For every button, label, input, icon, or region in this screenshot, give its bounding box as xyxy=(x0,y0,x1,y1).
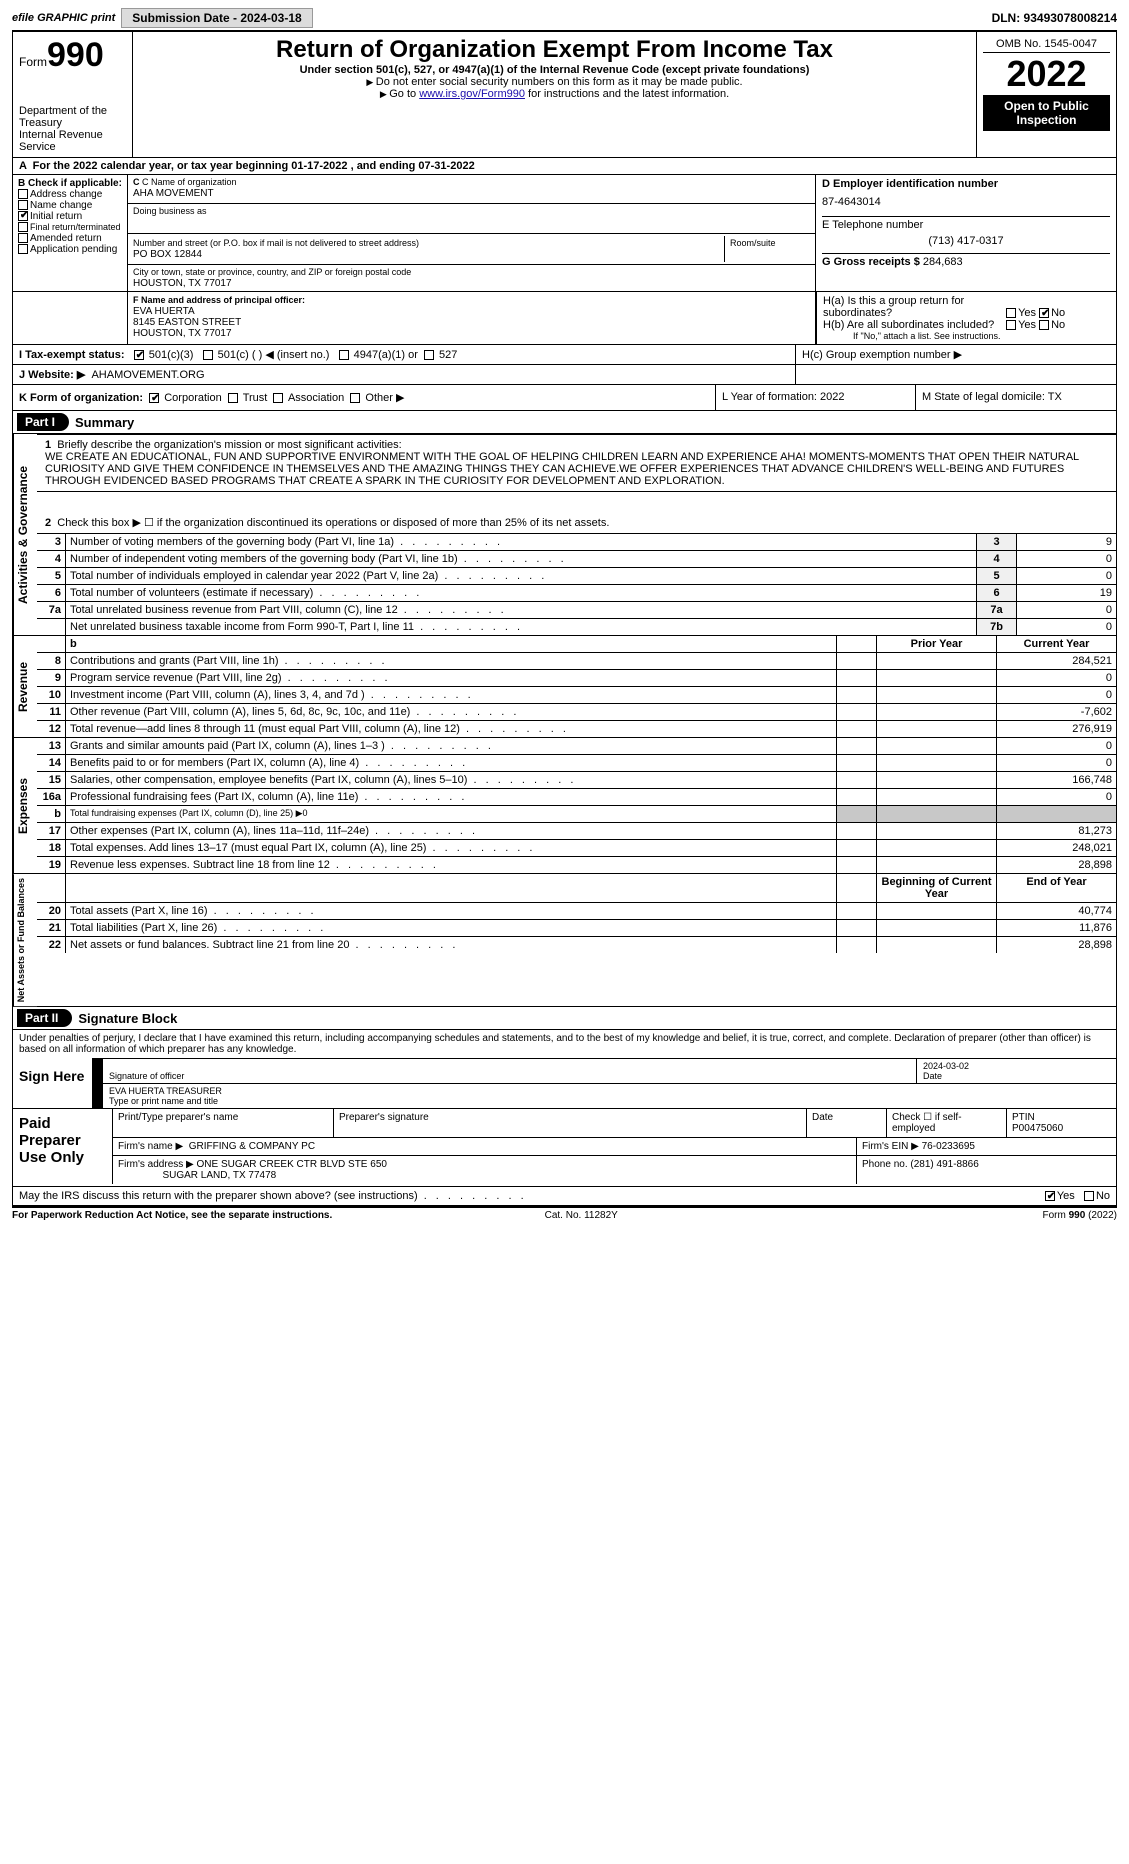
mission-text: WE CREATE AN EDUCATIONAL, FUN AND SUPPOR… xyxy=(45,451,1079,487)
ein: 87-4643014 xyxy=(822,190,1110,214)
year-formation: L Year of formation: 2022 xyxy=(716,385,916,410)
corp-checkbox[interactable] xyxy=(149,393,159,403)
dept-treasury: Department of the Treasury xyxy=(19,105,126,129)
part2-tag: Part II xyxy=(17,1009,72,1027)
gross-receipts: 284,683 xyxy=(923,256,963,268)
firm-ein: 76-0233695 xyxy=(922,1141,975,1152)
dln: DLN: 93493078008214 xyxy=(992,11,1117,25)
discuss-yes[interactable] xyxy=(1045,1191,1055,1201)
officer-name: EVA HUERTA xyxy=(133,306,195,317)
org-city: HOUSTON, TX 77017 xyxy=(133,278,232,289)
cat-no: Cat. No. 11282Y xyxy=(545,1210,618,1221)
vlabel-revenue: Revenue xyxy=(13,636,37,737)
tax-year: 2022 xyxy=(983,53,1110,95)
omb: OMB No. 1545-0047 xyxy=(983,36,1110,53)
initial-return-checkbox[interactable] xyxy=(18,211,28,221)
open-inspection: Open to Public Inspection xyxy=(983,95,1110,131)
form-header: Form990 Department of the Treasury Inter… xyxy=(12,32,1117,158)
form-number: Form990 xyxy=(19,36,126,75)
vlabel-governance: Activities & Governance xyxy=(13,434,37,635)
goto-note: Go to www.irs.gov/Form990 for instructio… xyxy=(139,88,970,100)
form-subtitle: Under section 501(c), 527, or 4947(a)(1)… xyxy=(139,64,970,76)
box-b: B Check if applicable: Address change Na… xyxy=(13,175,128,291)
form-title: Return of Organization Exempt From Incom… xyxy=(139,36,970,64)
efile-label: efile GRAPHIC print xyxy=(12,12,115,24)
firm-addr1: ONE SUGAR CREEK CTR BLVD STE 650 xyxy=(197,1159,387,1170)
vlabel-expenses: Expenses xyxy=(13,738,37,873)
pra-notice: For Paperwork Reduction Act Notice, see … xyxy=(12,1210,332,1221)
org-name: AHA MOVEMENT xyxy=(133,188,214,199)
state-domicile: M State of legal domicile: TX xyxy=(916,385,1116,410)
sign-here: Sign Here xyxy=(13,1058,93,1108)
perjury-declaration: Under penalties of perjury, I declare th… xyxy=(13,1030,1116,1058)
irs-link[interactable]: www.irs.gov/Form990 xyxy=(419,88,525,100)
sig-date: 2024-03-02 xyxy=(923,1061,969,1071)
firm-phone: (281) 491-8866 xyxy=(910,1159,978,1170)
firm-name: GRIFFING & COMPANY PC xyxy=(189,1141,315,1152)
dept-irs: Internal Revenue Service xyxy=(19,129,126,153)
ssn-note: Do not enter social security numbers on … xyxy=(139,76,970,88)
section-a-period: A For the 2022 calendar year, or tax yea… xyxy=(12,158,1117,175)
form-footer: Form 990 (2022) xyxy=(1043,1210,1117,1221)
website: AHAMOVEMENT.ORG xyxy=(91,369,204,381)
phone: (713) 417-0317 xyxy=(822,231,1110,251)
officer-title: EVA HUERTA TREASURER xyxy=(109,1086,222,1096)
submission-date-button[interactable]: Submission Date - 2024-03-18 xyxy=(121,8,312,28)
group-return-no[interactable] xyxy=(1039,308,1049,318)
group-exemption: H(c) Group exemption number ▶ xyxy=(796,345,1116,364)
org-street: PO BOX 12844 xyxy=(133,249,202,260)
501c3-checkbox[interactable] xyxy=(134,350,144,360)
part1-tag: Part I xyxy=(17,413,69,431)
topbar: efile GRAPHIC print Submission Date - 20… xyxy=(12,8,1117,32)
paid-preparer: Paid Preparer Use Only xyxy=(13,1109,113,1184)
ptin: P00475060 xyxy=(1012,1123,1063,1134)
vlabel-net: Net Assets or Fund Balances xyxy=(13,874,37,1006)
